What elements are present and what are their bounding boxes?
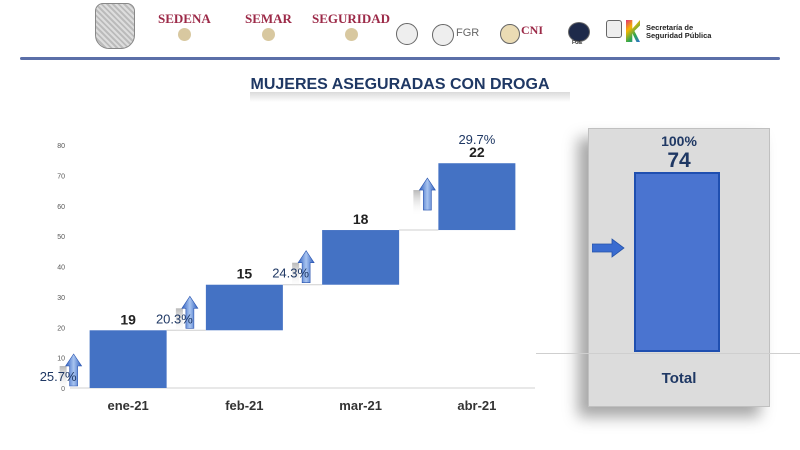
right-arrow-icon	[592, 238, 625, 258]
bar-abr-21	[438, 163, 516, 231]
title-shadow	[250, 92, 570, 102]
percent-label: 29.7%	[458, 132, 495, 147]
percent-label: 20.3%	[156, 311, 193, 326]
bar-value-label: 19	[120, 311, 136, 327]
sedena-logo: SEDENA	[158, 12, 211, 41]
x-tick-label: abr-21	[457, 398, 496, 413]
arrow-shadow	[175, 308, 183, 335]
y-tick-label: 70	[57, 173, 65, 180]
y-tick-label: 50	[57, 234, 65, 241]
arrow-shadow	[413, 190, 421, 217]
y-tick-label: 80	[57, 143, 65, 150]
sedena-emblem-icon	[177, 28, 191, 41]
total-baseline	[536, 353, 800, 354]
y-tick-label: 20	[57, 325, 65, 332]
fge-logo: FGE	[572, 40, 583, 46]
state-small-crest-icon	[606, 20, 622, 38]
fgr-seal-icon	[432, 24, 454, 46]
up-arrow-icon	[65, 353, 83, 387]
bar-value-label: 22	[469, 144, 485, 160]
y-tick-label: 30	[57, 295, 65, 302]
cni-logo: CNI	[521, 23, 544, 37]
arrow-shadow	[292, 262, 300, 289]
ssp-k-icon	[626, 20, 640, 42]
total-bar	[634, 172, 720, 352]
percent-label: 25.7%	[40, 369, 77, 384]
bar-ene-21	[89, 330, 167, 388]
y-tick-label: 60	[57, 204, 65, 211]
y-tick-label: 10	[57, 356, 65, 363]
total-percent-label: 100%	[661, 133, 697, 149]
up-arrow-icon	[181, 295, 199, 329]
x-tick-label: mar-21	[339, 398, 382, 413]
up-arrow-icon	[418, 177, 436, 211]
ssp-logo: Secretaría de Seguridad Pública	[646, 23, 712, 40]
bar-value-label: 15	[237, 266, 253, 282]
total-category-label: Total	[661, 370, 697, 387]
y-tick-label: 40	[57, 265, 65, 272]
up-arrow-icon	[297, 250, 315, 284]
cni-seal-icon	[500, 24, 520, 44]
seguridad-emblem-icon	[344, 28, 358, 41]
header-divider	[20, 57, 780, 60]
x-tick-label: feb-21	[225, 398, 263, 413]
guardia-nacional-icon	[396, 23, 418, 45]
semar-emblem-icon	[261, 28, 275, 41]
x-tick-label: ene-21	[108, 398, 149, 413]
chart-title: MUJERES ASEGURADAS CON DROGA	[250, 76, 550, 93]
fgr-logo: FGR	[456, 27, 480, 39]
bar-mar-21	[322, 230, 400, 285]
arrow-shadow	[59, 366, 67, 392]
percent-label: 24.3%	[272, 266, 309, 281]
fge-shield-icon	[568, 22, 590, 42]
seguridad-logo: SEGURIDAD	[312, 12, 390, 41]
bar-feb-21	[205, 284, 283, 331]
logo-bar: SEDENA SEMAR SEGURIDAD FGR CNI FGE Secre…	[0, 0, 800, 58]
state-crest-icon	[95, 3, 135, 49]
total-value-label: 74	[667, 149, 691, 172]
waterfall-chart: 01020304050607080 19ene-2125.7%15feb-212…	[40, 132, 535, 413]
semar-logo: SEMAR	[245, 12, 292, 41]
bar-value-label: 18	[353, 211, 369, 227]
